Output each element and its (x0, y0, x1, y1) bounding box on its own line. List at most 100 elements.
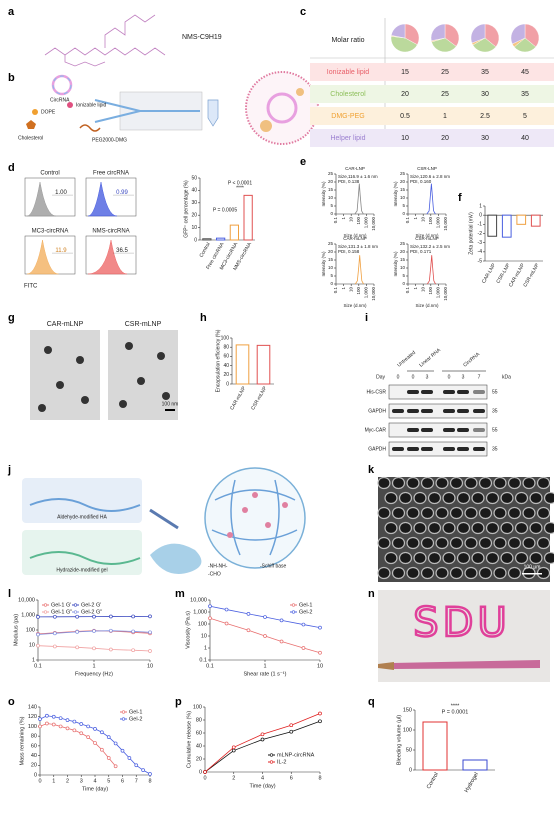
group-label: Linear RNA (418, 347, 442, 369)
row-label: GAPDH (368, 446, 386, 452)
pore (435, 476, 449, 490)
x-tick-label: 100 (428, 287, 433, 295)
legend-label: Gel-1 G'' (51, 609, 72, 615)
pore (485, 491, 500, 505)
x-tick-label: 1 (413, 287, 418, 290)
y-axis-label: Mass remaining (%) (19, 716, 25, 765)
component-label: CircRNA (50, 97, 70, 103)
marker (260, 732, 265, 737)
legend-label: IL-2 (277, 759, 286, 765)
marker (127, 756, 132, 760)
marker (131, 629, 135, 634)
cell: 20 (441, 135, 449, 142)
pore (543, 521, 554, 535)
marker (45, 713, 49, 718)
row-bg (310, 85, 554, 103)
sem-pores (377, 476, 554, 580)
annotation: P < 0.0001 (228, 180, 252, 186)
pore (536, 536, 551, 550)
x-tick-label: 8 (148, 778, 151, 784)
x-tick-label: 1 (341, 217, 346, 220)
band (473, 447, 485, 451)
cell: 2.5 (480, 113, 490, 120)
y-tick-label: 25 (400, 171, 406, 176)
day: 0 (412, 374, 415, 380)
row-label: Helper lipid (330, 135, 365, 142)
pore (543, 491, 554, 505)
pie-slice (391, 23, 406, 39)
panel-j-schematic (22, 467, 306, 575)
legend-marker (291, 610, 296, 614)
pore (420, 536, 435, 550)
lnp (245, 71, 319, 145)
y-tick-label: 60 (223, 354, 229, 360)
y-tick-label: 0 (194, 237, 197, 243)
cell: 45 (521, 69, 529, 76)
x-tick-label: 2 (66, 778, 69, 784)
row-label: GAPDH (368, 408, 386, 414)
cell: 30 (481, 135, 489, 142)
pie-slice (404, 23, 420, 45)
legend-marker (269, 753, 274, 757)
x-tick-label: 2 (232, 775, 235, 781)
marker (208, 616, 212, 621)
dope-icon (32, 109, 38, 115)
pore (406, 566, 420, 580)
kda: 35 (492, 446, 498, 452)
x-tick-label: 3 (80, 778, 83, 784)
lnp-dot (260, 120, 272, 132)
marker (289, 729, 294, 734)
pie-slice (470, 23, 486, 44)
pore (529, 491, 543, 505)
component-label: Ionizable lipid (76, 102, 107, 108)
x-tick-label: 10,000 (371, 217, 376, 231)
day: 3 (462, 374, 465, 380)
tube (207, 99, 219, 127)
legend-label: -NH-NH- (208, 563, 228, 569)
pore (514, 521, 529, 535)
x-tick-label: 1,000 (364, 217, 369, 229)
marker (120, 748, 125, 753)
legend-label: mLNP-circRNA (277, 752, 315, 758)
y-tick-label: 10 (400, 195, 406, 200)
series-line (39, 715, 151, 775)
x-tick-label: 6 (290, 775, 293, 781)
band (443, 447, 455, 451)
y-tick-label: 1,000 (21, 612, 35, 618)
y-tick-label: -5 (478, 258, 483, 264)
x-axis-label: Size (d.nm) (343, 303, 367, 308)
y-tick-label: 50 (191, 175, 197, 181)
annotation: **** (451, 703, 460, 709)
x-tick-label: 1,000 (364, 287, 369, 299)
pore (427, 521, 442, 535)
pore (507, 566, 522, 580)
annotation: Size,120.6 ± 2.8 nm (410, 174, 450, 179)
marker (93, 727, 97, 731)
pie-slice (510, 23, 526, 45)
y-tick-label: 20 (191, 213, 197, 219)
pore (485, 551, 500, 565)
legend-label: Gel-2 G' (81, 602, 101, 608)
legend-marker (43, 603, 48, 607)
marker (148, 772, 152, 776)
y-tick-label: 100 (198, 621, 207, 627)
bar (243, 194, 253, 241)
gate-value: 36.5 (116, 248, 128, 254)
annotation: **** (236, 185, 244, 191)
pore (413, 551, 427, 565)
cell: 5 (523, 113, 527, 120)
legend-label: Gel-2 (129, 716, 142, 722)
pore (493, 566, 507, 580)
scale-bar (165, 409, 175, 411)
x-tick-label: 0 (38, 778, 41, 784)
panel-label: m (175, 588, 185, 600)
marker (100, 730, 104, 735)
y-tick-label: 10 (328, 265, 334, 270)
pore (384, 491, 398, 505)
pore (398, 491, 413, 505)
legend-label: Gel-1 G' (51, 602, 71, 608)
band (457, 409, 469, 413)
x-tick-label: 100 (356, 217, 361, 225)
band (421, 428, 433, 432)
